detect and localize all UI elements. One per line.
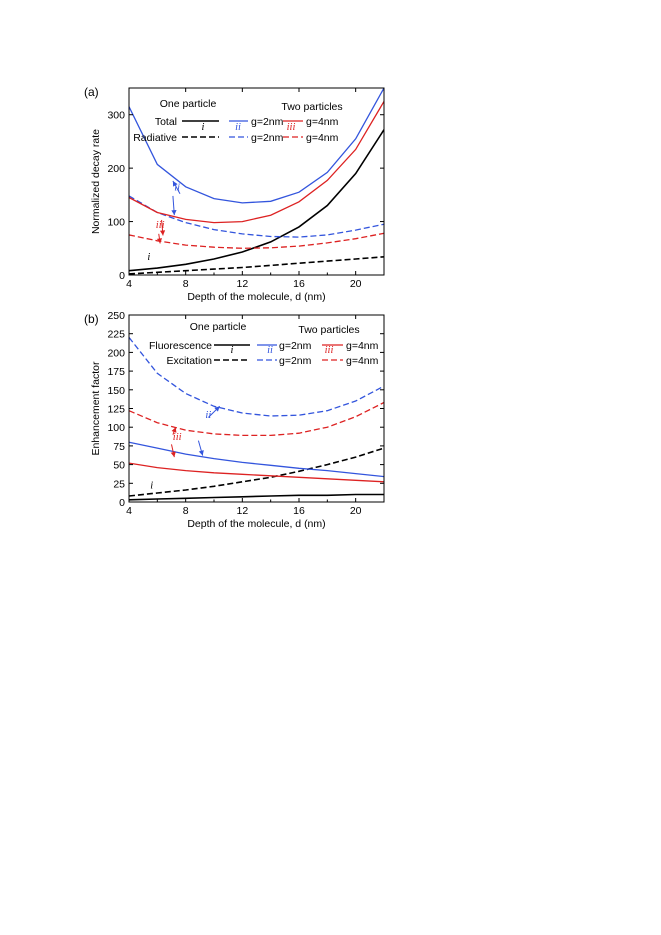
x-tick-label: 20 [350, 278, 362, 290]
y-tick-label: 250 [107, 310, 125, 322]
x-tick-label: 16 [293, 505, 305, 517]
y-tick-label: 300 [107, 110, 125, 122]
legend-label-row1: Fluorescence [149, 340, 212, 352]
panel-b: 4 8 12 16 200255075100125150175200225250Dept… [84, 310, 385, 530]
legend-gap-label-a: g=2nm [251, 132, 284, 144]
y-tick-label: 125 [107, 404, 125, 416]
legend-gap-label-a: g=2nm [279, 340, 312, 352]
annotation-arrow-head [171, 427, 177, 433]
legend-marker-one: i [202, 122, 205, 133]
legend-marker-one: i [231, 345, 234, 356]
x-tick-label: 8 [183, 278, 189, 290]
series-group [129, 88, 384, 275]
plot-frame [128, 87, 385, 276]
x-tick-label: 20 [350, 505, 362, 517]
panel-label: (a) [84, 85, 99, 99]
series-line-g-2nm-fluorescence [129, 441, 384, 478]
x-tick-label: 16 [293, 278, 305, 290]
annotation-ii: ii [205, 410, 211, 421]
annotation-arrow-head [198, 450, 204, 456]
legend-label-row2: Excitation [166, 355, 212, 367]
annotation-arrow-head [156, 238, 163, 244]
y-tick-label: 75 [113, 441, 125, 453]
legend-marker-two-b: iii [325, 345, 334, 356]
legend: One particle Two particles Fluorescence Exc… [149, 321, 379, 367]
y-tick-label: 175 [107, 366, 125, 378]
panel-label: (b) [84, 312, 99, 326]
y-tick-label: 100 [107, 422, 125, 434]
legend-heading-two: Two particles [281, 101, 342, 113]
legend: One particle Two particles Total Radiative g… [133, 98, 342, 144]
legend-marker-two-b: iii [287, 122, 296, 133]
annotation-i: i [150, 481, 153, 492]
series-line-g-4nm-radiative [129, 232, 384, 249]
annotation-i: i [147, 252, 150, 263]
series-group [129, 336, 384, 501]
legend-marker-two-a: ii [235, 122, 241, 133]
x-tick-label: 12 [236, 278, 248, 290]
y-tick-label: 25 [113, 478, 125, 490]
annotation-arrow-head [159, 230, 166, 236]
x-axis-label: Depth of the molecule, d (nm) [187, 291, 325, 303]
legend-gap-label-a: g=2nm [279, 355, 312, 367]
series-line-one-particle-total [129, 129, 384, 272]
annotation-arrow-head [172, 180, 178, 187]
x-axis-label: Depth of the molecule, d (nm) [187, 518, 325, 530]
series-line-g-2nm-excitation [129, 336, 384, 417]
annotation-arrow-head [214, 406, 220, 412]
series-line-one-particle-radiative [129, 256, 384, 275]
series-line-g-2nm-radiative [129, 195, 384, 238]
legend-label-row2: Radiative [133, 132, 177, 144]
y-axis-label: Normalized decay rate [90, 129, 102, 234]
y-axis-label: Enhancement factor [90, 361, 102, 455]
legend-heading-two: Two particles [298, 324, 359, 336]
legend-marker-two-a: ii [267, 345, 273, 356]
y-tick-label: 225 [107, 329, 125, 341]
annotation-arrow-head [171, 209, 177, 216]
x-tick-label: 8 [183, 505, 189, 517]
annotation-arrow-head [170, 451, 176, 458]
y-tick-label: 200 [107, 347, 125, 359]
y-tick-label: 200 [107, 163, 125, 175]
legend-gap-label-b: g=4nm [306, 132, 339, 144]
legend-gap-label-b: g=4nm [346, 340, 379, 352]
legend-heading-one: One particle [160, 98, 217, 110]
y-tick-label: 150 [107, 385, 125, 397]
y-tick-label: 100 [107, 217, 125, 229]
x-tick-label: 4 [126, 278, 132, 290]
legend-gap-label-a: g=2nm [251, 116, 284, 128]
x-tick-label: 4 [126, 505, 132, 517]
legend-heading-one: One particle [190, 321, 247, 333]
series-line-g-4nm-total [129, 101, 384, 224]
y-tick-label: 0 [119, 270, 125, 282]
annotation-iii: iii [156, 220, 165, 231]
legend-label-row1: Total [155, 116, 177, 128]
legend-gap-label-b: g=4nm [306, 116, 339, 128]
legend-gap-label-b: g=4nm [346, 355, 379, 367]
series-line-g-2nm-total [129, 88, 384, 204]
x-tick-label: 12 [236, 505, 248, 517]
series-line-g-4nm-excitation [129, 401, 384, 437]
series-line-one-particle-excitation [129, 447, 384, 497]
series-line-g-4nm-fluorescence [129, 462, 384, 483]
y-tick-label: 50 [113, 460, 125, 472]
annotation-iii: iii [173, 432, 182, 443]
y-tick-label: 0 [119, 497, 125, 509]
series-line-one-particle-fluorescence [129, 493, 384, 501]
